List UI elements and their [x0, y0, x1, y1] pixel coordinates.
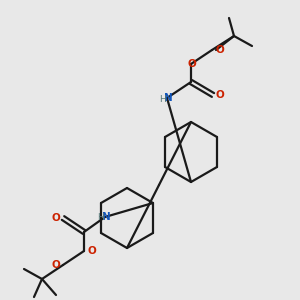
- Text: H: H: [159, 94, 165, 103]
- Text: O: O: [188, 59, 196, 69]
- Text: O: O: [215, 45, 224, 55]
- Text: N: N: [102, 212, 110, 222]
- Text: N: N: [164, 93, 172, 103]
- Text: O: O: [87, 246, 96, 256]
- Text: O: O: [51, 213, 60, 223]
- Text: O: O: [51, 260, 60, 270]
- Text: O: O: [216, 90, 225, 100]
- Text: H: H: [97, 214, 104, 223]
